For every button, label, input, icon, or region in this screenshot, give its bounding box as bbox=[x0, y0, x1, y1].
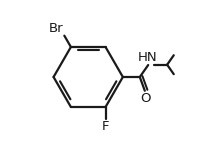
Text: F: F bbox=[102, 120, 109, 133]
Text: Br: Br bbox=[49, 22, 64, 35]
Text: HN: HN bbox=[138, 51, 157, 64]
Text: O: O bbox=[140, 92, 151, 105]
